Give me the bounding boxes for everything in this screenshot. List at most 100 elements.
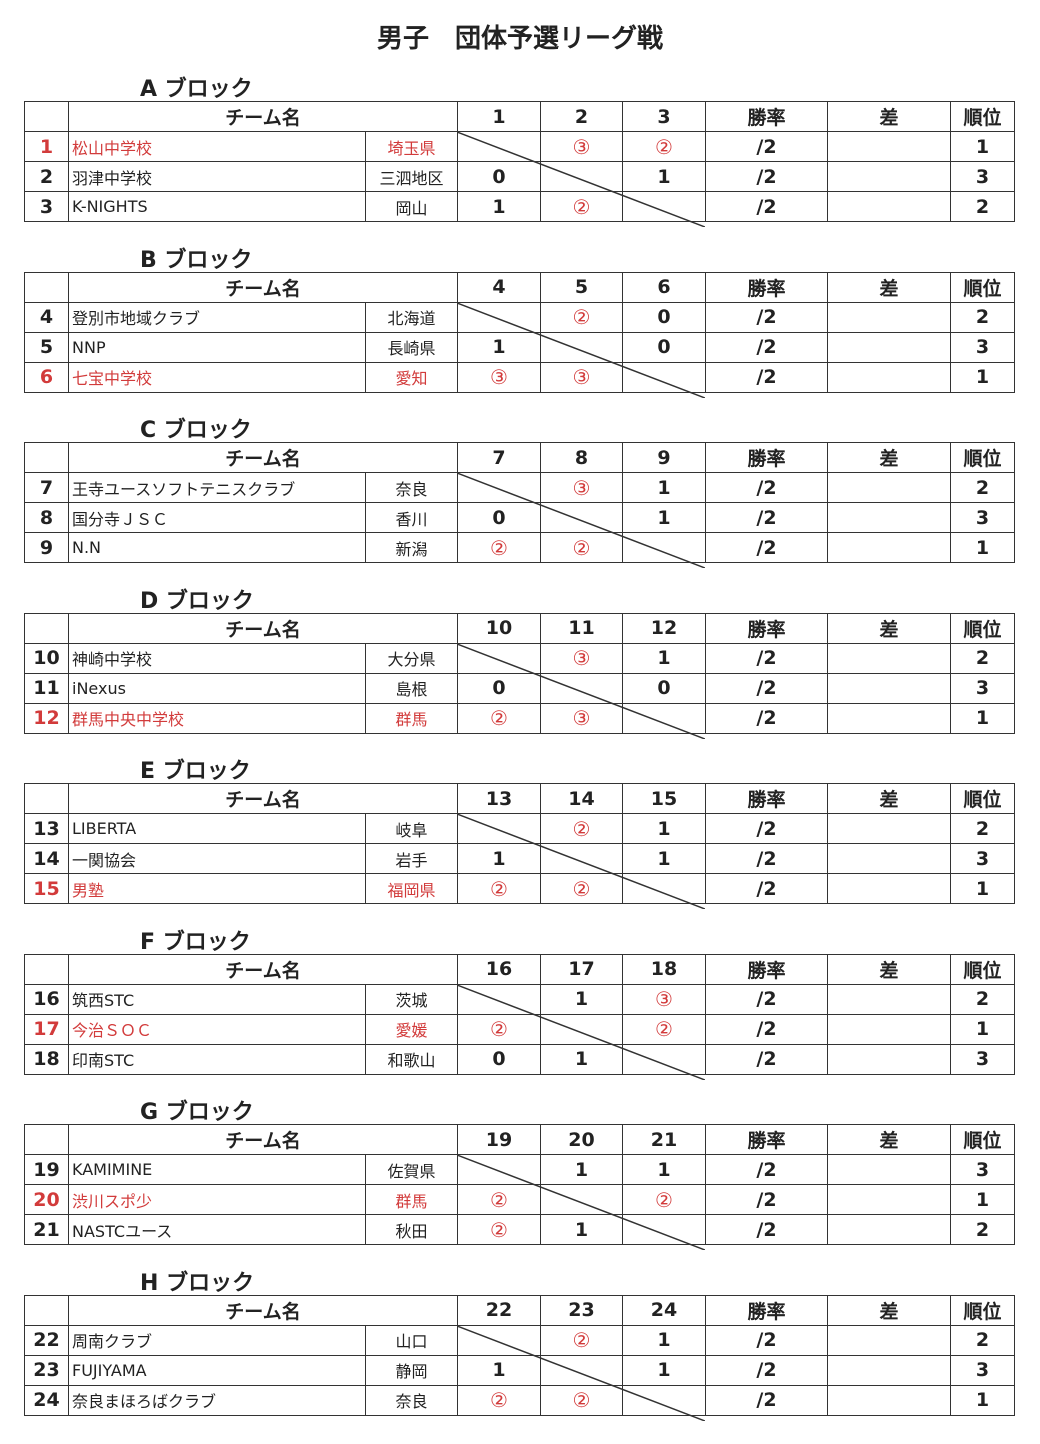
point-diff <box>827 301 951 333</box>
match-result <box>622 532 706 563</box>
header-rate: 勝率 <box>705 1294 828 1326</box>
header-row: チーム名 16 17 18 勝率差順位 <box>24 953 1015 985</box>
point-diff <box>827 191 951 222</box>
match-result: 1 <box>540 1214 623 1245</box>
table-row: 24 奈良まほろばクラブ 奈良 ② ②/2 1 <box>24 1384 1015 1416</box>
header-team: チーム名 <box>68 1124 458 1155</box>
team-prefecture: 秋田 <box>365 1214 458 1245</box>
match-result <box>457 813 541 844</box>
rank: 3 <box>950 331 1015 363</box>
team-prefecture: 岐阜 <box>365 813 458 844</box>
win-rate: /2 <box>705 983 828 1015</box>
win-rate: /2 <box>705 331 828 363</box>
header-row: チーム名 1 2 3 勝率差順位 <box>24 101 1015 132</box>
team-prefecture: 香川 <box>365 502 458 533</box>
match-result: 1 <box>457 1354 541 1386</box>
league-table: チーム名 19 20 21 勝率差順位 19 KAMIMINE 佐賀県 1 1/2 3 20 渋川スポ少… <box>24 1124 1015 1245</box>
team-name: 筑西STC <box>68 983 366 1015</box>
team-name: 登別市地域クラブ <box>68 301 366 333</box>
header-opponent: 14 <box>540 783 623 814</box>
rank: 3 <box>950 502 1015 533</box>
win-rate: /2 <box>705 1214 828 1245</box>
header-rank: 順位 <box>950 612 1015 644</box>
header-opponent: 3 <box>622 101 706 132</box>
win-rate: /2 <box>705 472 828 503</box>
block-label: D ブロック <box>140 588 254 614</box>
team-name: NNP <box>68 331 366 363</box>
header-row: チーム名 7 8 9 勝率差順位 <box>24 442 1015 473</box>
header-blank <box>24 101 69 132</box>
match-result: ② <box>457 532 541 563</box>
header-rank: 順位 <box>950 1124 1015 1155</box>
match-result <box>540 502 623 533</box>
table-row: 4 登別市地域クラブ 北海道 ② 0/2 2 <box>24 301 1015 333</box>
league-table: チーム名 22 23 24 勝率差順位 22 周南クラブ 山口 ② 1/2 2 23 FUJIYAMA 静… <box>24 1294 1015 1416</box>
rank: 1 <box>950 1013 1015 1045</box>
match-result: ② <box>622 131 706 162</box>
team-number: 15 <box>24 873 69 904</box>
team-number: 23 <box>24 1354 69 1386</box>
header-opponent: 2 <box>540 101 623 132</box>
header-rank: 順位 <box>950 953 1015 985</box>
team-name: 群馬中央中学校 <box>68 702 366 734</box>
header-team: チーム名 <box>68 783 458 814</box>
match-result <box>622 361 706 393</box>
match-result: ② <box>457 1013 541 1045</box>
team-prefecture: 福岡県 <box>365 873 458 904</box>
team-prefecture: 茨城 <box>365 983 458 1015</box>
match-result: ② <box>540 1384 623 1416</box>
point-diff <box>827 532 951 563</box>
match-result <box>622 1043 706 1075</box>
header-team: チーム名 <box>68 1294 458 1326</box>
match-result: 1 <box>622 1154 706 1185</box>
rank: 3 <box>950 843 1015 874</box>
table-row: 5 NNP 長崎県 1 0/2 3 <box>24 331 1015 363</box>
league-table: チーム名 4 5 6 勝率差順位 4 登別市地域クラブ 北海道 ② 0/2 2 5 NNP 長崎県 1 0/2… <box>24 271 1015 393</box>
league-table: チーム名 16 17 18 勝率差順位 16 筑西STC 茨城 1 ③/2 2 17 今治ＳＯＣ 愛媛 ② ②… <box>24 953 1015 1075</box>
match-result <box>622 1214 706 1245</box>
table-row: 8 国分寺ＪＳＣ 香川 0 1/2 3 <box>24 502 1015 533</box>
match-result: 0 <box>457 672 541 704</box>
team-name: 周南クラブ <box>68 1324 366 1356</box>
team-prefecture: 岩手 <box>365 843 458 874</box>
team-number: 12 <box>24 702 69 734</box>
header-row: チーム名 4 5 6 勝率差順位 <box>24 271 1015 303</box>
match-result: 1 <box>540 1043 623 1075</box>
match-result <box>622 702 706 734</box>
team-prefecture: 三泗地区 <box>365 161 458 192</box>
match-result <box>622 1384 706 1416</box>
header-rate: 勝率 <box>705 101 828 132</box>
point-diff <box>827 131 951 162</box>
win-rate: /2 <box>705 702 828 734</box>
team-prefecture: 愛知 <box>365 361 458 393</box>
match-result: ② <box>540 1324 623 1356</box>
team-name: LIBERTA <box>68 813 366 844</box>
header-diff: 差 <box>827 1124 951 1155</box>
header-blank <box>24 783 69 814</box>
team-number: 19 <box>24 1154 69 1185</box>
match-result <box>457 301 541 333</box>
table-row: 19 KAMIMINE 佐賀県 1 1/2 3 <box>24 1154 1015 1185</box>
header-team: チーム名 <box>68 101 458 132</box>
header-rate: 勝率 <box>705 1124 828 1155</box>
match-result <box>540 161 623 192</box>
win-rate: /2 <box>705 1013 828 1045</box>
team-number: 22 <box>24 1324 69 1356</box>
point-diff <box>827 813 951 844</box>
team-prefecture: 山口 <box>365 1324 458 1356</box>
header-opponent: 23 <box>540 1294 623 1326</box>
team-prefecture: 佐賀県 <box>365 1154 458 1185</box>
header-blank <box>24 1124 69 1155</box>
header-diff: 差 <box>827 783 951 814</box>
team-prefecture: 静岡 <box>365 1354 458 1386</box>
header-diff: 差 <box>827 442 951 473</box>
team-prefecture: 愛媛 <box>365 1013 458 1045</box>
match-result <box>622 191 706 222</box>
block-label: H ブロック <box>140 1270 255 1296</box>
rank: 2 <box>950 301 1015 333</box>
header-rate: 勝率 <box>705 612 828 644</box>
point-diff <box>827 702 951 734</box>
header-row: チーム名 22 23 24 勝率差順位 <box>24 1294 1015 1326</box>
match-result: 0 <box>457 1043 541 1075</box>
team-prefecture: 奈良 <box>365 472 458 503</box>
